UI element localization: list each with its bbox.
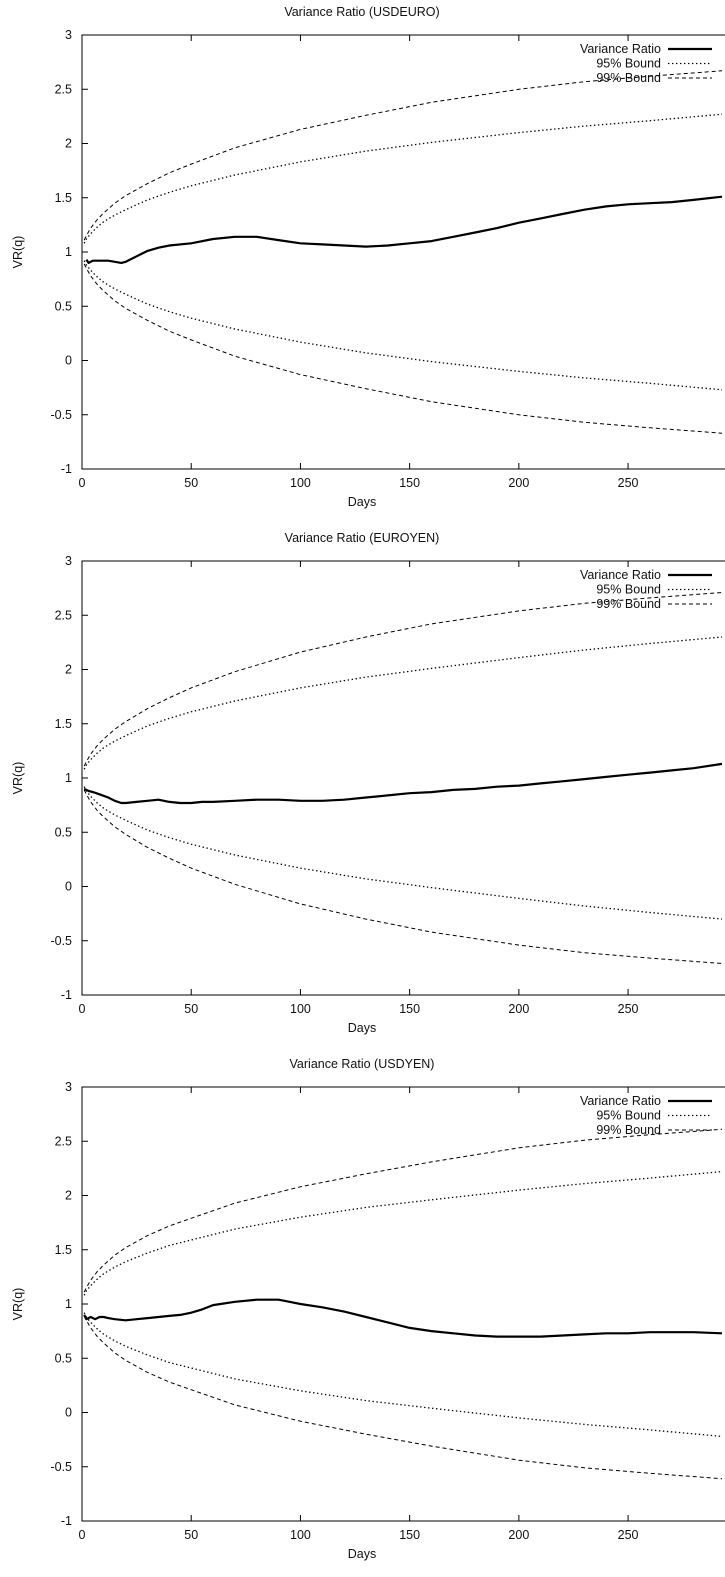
legend-label: Variance Ratio: [580, 1094, 661, 1108]
x-tick-label: 200: [508, 1528, 529, 1542]
series-line-95-bound-lower: [83, 1312, 723, 1438]
x-axis-label: Days: [348, 1547, 376, 1561]
x-tick-label: 150: [399, 476, 420, 490]
plot-frame: [81, 560, 725, 996]
y-tick-label: 3: [65, 28, 72, 42]
series-line-95-bound-lower: [83, 786, 723, 920]
series-group: [83, 1128, 723, 1480]
y-tick-label: -1: [61, 988, 72, 1002]
plot-frame: [81, 1086, 725, 1522]
series-line-95-bound-lower: [83, 260, 723, 391]
y-tick-label: 2.5: [55, 82, 72, 96]
y-tick-label: 3: [65, 1080, 72, 1094]
y-tick-label: 0.5: [55, 825, 72, 839]
series-line-99-bound-lower: [83, 789, 723, 964]
y-axis-label: VR(q): [11, 236, 25, 269]
x-tick-label: 250: [618, 1002, 639, 1016]
y-tick-label: 2: [65, 663, 72, 677]
x-tick-label: 150: [399, 1002, 420, 1016]
y-tick-label: 0: [65, 354, 72, 368]
y-tick-label: 1: [65, 771, 72, 785]
series-group: [83, 592, 723, 964]
x-tick-label: 0: [79, 1002, 86, 1016]
chart-title: Variance Ratio (USDYEN): [290, 1057, 435, 1071]
series-line-variance-ratio: [85, 195, 723, 264]
chart-svg: Variance Ratio (USDYEN) Days VR(q) -1 -0.5 0 0…: [11, 1057, 725, 1561]
series-line-99-bound-lower: [83, 1315, 723, 1480]
x-tick-label: 200: [508, 1002, 529, 1016]
legend-label: 99% Bound: [596, 71, 661, 85]
legend-label: Variance Ratio: [580, 568, 661, 582]
series-line-99-bound-upper: [83, 592, 723, 767]
x-axis-label: Days: [348, 495, 376, 509]
y-tick-label: 1.5: [55, 1243, 72, 1257]
legend-label: 95% Bound: [596, 57, 661, 71]
y-tick-label: -0.5: [50, 408, 72, 422]
x-tick-label: 0: [79, 476, 86, 490]
x-tick-label: 50: [184, 1002, 198, 1016]
y-tick-label: 0: [65, 880, 72, 894]
series-line-variance-ratio: [83, 762, 723, 805]
x-tick-label: 250: [618, 1528, 639, 1542]
series-line-95-bound-upper: [83, 636, 723, 770]
y-tick-label: -0.5: [50, 934, 72, 948]
chart-title: Variance Ratio (USDEURO): [284, 5, 439, 19]
chart-svg: Variance Ratio (EUROYEN) Days VR(q) -1 -0.5 0…: [11, 531, 725, 1035]
y-axis-label: VR(q): [11, 762, 25, 795]
y-axis-label: VR(q): [11, 1288, 25, 1321]
chart-panel-euroyen: Variance Ratio (EUROYEN) Days VR(q) -1 -0.5 0…: [0, 526, 725, 1051]
y-tick-label: -1: [61, 462, 72, 476]
y-tick-label: 1: [65, 245, 72, 259]
legend-label: 99% Bound: [596, 597, 661, 611]
y-tick-label: 0.5: [55, 299, 72, 313]
x-tick-label: 100: [290, 476, 311, 490]
y-tick-label: 2.5: [55, 1134, 72, 1148]
y-tick-label: 1: [65, 1297, 72, 1311]
series-group: [83, 70, 723, 434]
y-tick-label: 2: [65, 137, 72, 151]
x-tick-label: 50: [184, 476, 198, 490]
y-tick-label: -0.5: [50, 1460, 72, 1474]
y-tick-label: 0: [65, 1406, 72, 1420]
x-axis-label: Days: [348, 1021, 376, 1035]
series-line-variance-ratio: [83, 1298, 723, 1338]
legend-label: 95% Bound: [596, 1109, 661, 1123]
x-tick-label: 50: [184, 1528, 198, 1542]
series-line-99-bound-lower: [83, 263, 723, 434]
legend-label: 95% Bound: [596, 583, 661, 597]
y-tick-label: 3: [65, 554, 72, 568]
legend-label: Variance Ratio: [580, 42, 661, 56]
x-tick-label: 100: [290, 1528, 311, 1542]
series-line-95-bound-upper: [83, 1170, 723, 1296]
y-tick-label: 2: [65, 1189, 72, 1203]
series-line-95-bound-upper: [83, 113, 723, 244]
x-tick-label: 200: [508, 476, 529, 490]
y-tick-label: 2.5: [55, 608, 72, 622]
x-tick-label: 100: [290, 1002, 311, 1016]
chart-panel-usdeuro: Variance Ratio (USDEURO) Days VR(q) -1 -0.5 0…: [0, 0, 725, 525]
plot-frame: [81, 34, 725, 470]
series-line-99-bound-upper: [83, 1128, 723, 1293]
legend-label: 99% Bound: [596, 1123, 661, 1137]
y-tick-label: 1.5: [55, 717, 72, 731]
chart-svg: Variance Ratio (USDEURO) Days VR(q) -1 -0.5 0…: [11, 5, 725, 509]
y-tick-label: -1: [61, 1514, 72, 1528]
x-tick-label: 150: [399, 1528, 420, 1542]
chart-title: Variance Ratio (EUROYEN): [285, 531, 440, 545]
chart-panel-usdyen: Variance Ratio (USDYEN) Days VR(q) -1 -0.5 0 0…: [0, 1052, 725, 1577]
x-tick-label: 250: [618, 476, 639, 490]
series-line-99-bound-upper: [83, 70, 723, 241]
y-tick-label: 1.5: [55, 191, 72, 205]
x-tick-label: 0: [79, 1528, 86, 1542]
y-tick-label: 0.5: [55, 1351, 72, 1365]
